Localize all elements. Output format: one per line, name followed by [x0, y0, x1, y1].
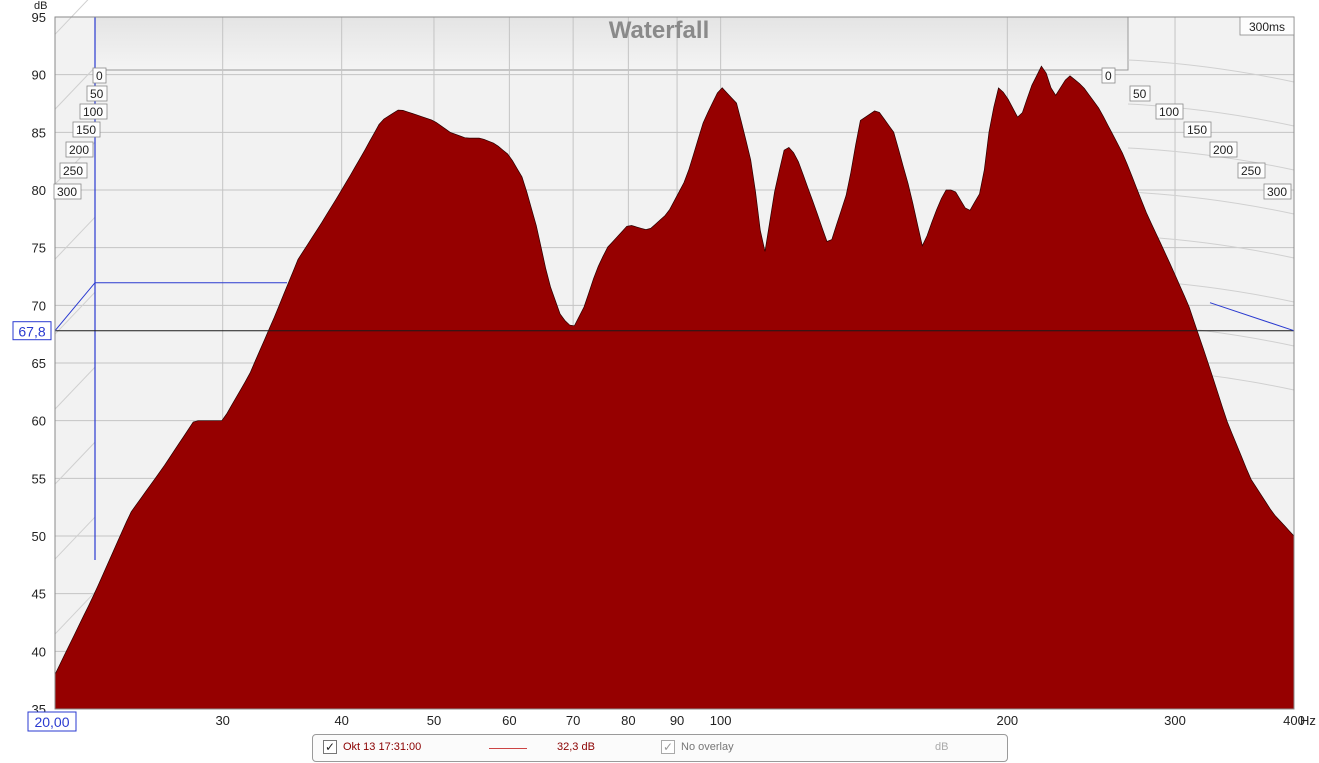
depth-line: [54, 441, 96, 485]
waterfall-surface: [55, 65, 1294, 709]
time-tick-left-box: [53, 183, 82, 200]
waterfall-slice: [55, 65, 1294, 709]
x-tick-label: 70: [566, 713, 580, 728]
chart-title: Waterfall: [609, 17, 709, 44]
time-tick-left: 150: [76, 123, 96, 137]
y-tick-label: 65: [32, 356, 46, 371]
plot-overlay: [54, 282, 1295, 332]
y-tick-label: 45: [32, 587, 46, 602]
overlay-checkbox[interactable]: ✓: [661, 740, 675, 754]
y-axis-unit: dB: [34, 0, 47, 12]
time-tick-right: 150: [1187, 123, 1207, 137]
y-tick-label: 85: [32, 125, 46, 140]
measurement-value: 32,3 dB: [557, 741, 595, 753]
legend-bar: ✓ Okt 13 17:31:00 32,3 dB ✓ No overlay d…: [312, 734, 1008, 762]
time-window-box: [1239, 16, 1295, 36]
measurement-checkbox[interactable]: ✓: [323, 740, 337, 754]
time-tick-left: 300: [57, 185, 77, 199]
cursor-x-box[interactable]: [27, 711, 77, 732]
depth-line: [54, 591, 96, 635]
y-tick-label: 90: [32, 68, 46, 83]
y-tick-label: 75: [32, 241, 46, 256]
x-tick-label: 60: [502, 713, 516, 728]
time-tick-right-box: [1237, 162, 1266, 179]
depth-curve: [1127, 103, 1295, 127]
x-tick-label: 40: [334, 713, 348, 728]
depth-curve: [1127, 191, 1295, 215]
depth-line: [54, 0, 89, 35]
depth-line: [54, 291, 96, 335]
x-tick-label: 200: [996, 713, 1018, 728]
time-tick-right-box: [1101, 67, 1116, 84]
measurement-label: Okt 13 17:31:00: [343, 741, 422, 753]
depth-line: [54, 216, 96, 260]
time-tick-left: 250: [63, 164, 83, 178]
y-tick-label: 50: [32, 529, 46, 544]
time-tick-left-box: [65, 141, 94, 158]
x-tick-label: 50: [427, 713, 441, 728]
y-tick-label: 60: [32, 414, 46, 429]
time-tick-right-box: [1263, 183, 1292, 200]
time-window-label: 300ms: [1249, 20, 1285, 34]
time-tick-left: 100: [83, 105, 103, 119]
time-tick-left-box: [92, 67, 107, 84]
time-tick-right: 250: [1241, 164, 1261, 178]
time-tick-right-box: [1155, 103, 1184, 120]
legend-line-swatch: [489, 748, 527, 749]
depth-curve: [1127, 59, 1295, 83]
depth-line: [54, 66, 96, 110]
plot-border: [54, 16, 1295, 710]
cursor-depth-line: [54, 282, 287, 332]
y-tick-label: 55: [32, 471, 46, 486]
time-tick-right: 50: [1133, 87, 1147, 101]
time-tick-left: 0: [96, 69, 103, 83]
time-tick-right: 0: [1105, 69, 1112, 83]
cursor-x-value: 20,00: [34, 714, 69, 730]
depth-line: [54, 366, 96, 410]
y-tick-label: 95: [32, 10, 46, 25]
time-tick-right: 100: [1159, 105, 1179, 119]
time-tick-left-box: [86, 85, 108, 102]
overlay-value: dB: [935, 741, 949, 753]
time-tick-left-box: [79, 103, 108, 120]
y-tick-label: 70: [32, 298, 46, 313]
time-tick-right-box: [1209, 141, 1238, 158]
cursor-depth-line-right: [1209, 302, 1295, 332]
overlay-label: No overlay: [681, 741, 734, 753]
time-tick-left: 50: [90, 87, 104, 101]
time-tick-right-box: [1129, 85, 1151, 102]
x-tick-label: 100: [710, 713, 732, 728]
cursor-y-value: 67,8: [18, 324, 45, 340]
x-axis-unit: Hz: [1300, 713, 1316, 728]
x-tick-label: 300: [1164, 713, 1186, 728]
depth-line: [54, 516, 96, 560]
back-wall: [94, 16, 1129, 71]
y-tick-label: 40: [32, 644, 46, 659]
time-tick-right: 200: [1213, 143, 1233, 157]
x-tick-label: 80: [621, 713, 635, 728]
time-tick-left: 200: [69, 143, 89, 157]
time-tick-left-box: [72, 121, 101, 138]
time-tick-right: 300: [1267, 185, 1287, 199]
x-max-label: 400: [1283, 713, 1305, 728]
x-tick-label: 30: [215, 713, 229, 728]
time-tick-right-box: [1183, 121, 1212, 138]
cursor-y-box[interactable]: [12, 321, 52, 341]
y-tick-label: 80: [32, 183, 46, 198]
time-tick-left-box: [59, 162, 88, 179]
x-tick-label: 90: [670, 713, 684, 728]
